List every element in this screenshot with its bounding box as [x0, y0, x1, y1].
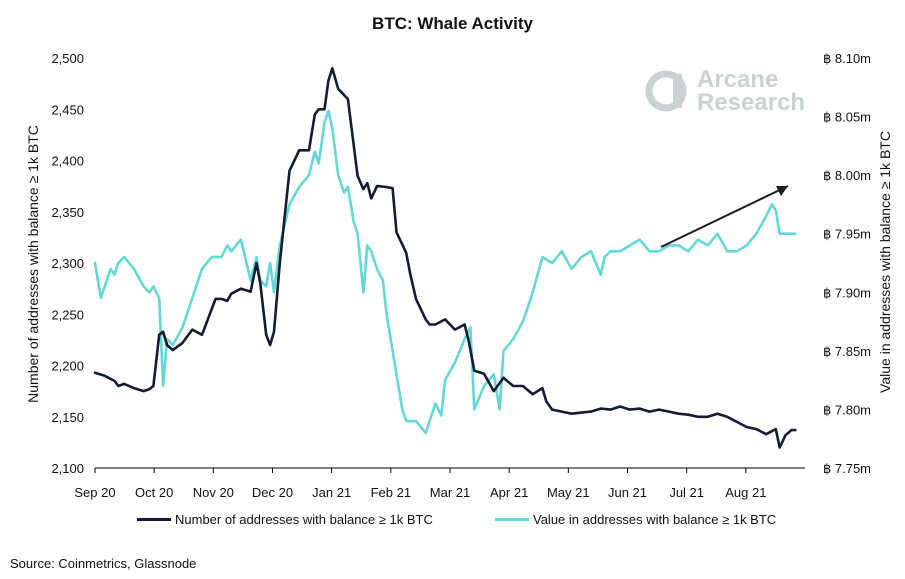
chart-title: BTC: Whale Activity	[372, 14, 533, 33]
legend-swatch-navy	[137, 518, 171, 521]
y-right-tick-label: ฿ 7.90m	[823, 285, 871, 300]
y-right-tick-label: ฿ 7.80m	[823, 402, 871, 417]
y-left-tick-label: 2,250	[51, 307, 84, 322]
y-left-tick-label: 2,200	[51, 359, 84, 374]
legend-item-value: Value in addresses with balance ≥ 1k BTC	[495, 512, 776, 527]
y-left-tick-label: 2,300	[51, 256, 84, 271]
x-tick-label: Sep 20	[74, 485, 115, 500]
y-left-tick-label: 2,350	[51, 205, 84, 220]
x-tick-label: Jul 21	[669, 485, 704, 500]
y-axis-left-label: Number of addresses with balance ≥ 1k BT…	[25, 125, 41, 403]
y-left-tick-label: 2,400	[51, 154, 84, 169]
y-right-tick-label: ฿ 8.05m	[823, 110, 871, 125]
series-layer	[93, 67, 797, 449]
y-left-tick-label: 2,500	[51, 51, 84, 66]
y-left-tick-label: 2,150	[51, 410, 84, 425]
y-right-tick-label: ฿ 7.75m	[823, 461, 871, 476]
trend-arrow-line	[660, 185, 789, 248]
arcane-logo-icon	[645, 70, 687, 112]
y-right-tick-label: ฿ 8.10m	[823, 51, 871, 66]
legend-label-value: Value in addresses with balance ≥ 1k BTC	[533, 512, 777, 527]
y-left-tick-label: 2,100	[51, 461, 84, 476]
x-tick-label: Oct 20	[135, 485, 173, 500]
x-tick-label: Feb 21	[371, 485, 411, 500]
logo-text-line1: Arcane	[697, 66, 779, 93]
x-tick-label: Apr 21	[490, 485, 528, 500]
y-right-tick-label: ฿ 8.00m	[823, 168, 871, 183]
y-right-tick-label: ฿ 7.95m	[823, 227, 871, 242]
x-tick-label: Jan 21	[312, 485, 351, 500]
x-tick-label: Aug 21	[725, 485, 766, 500]
series-line-addresses	[93, 67, 797, 449]
source-note: Source: Coinmetrics, Glassnode	[10, 556, 197, 571]
legend-item-addresses: Number of addresses with balance ≥ 1k BT…	[137, 512, 433, 527]
x-tick-label: Nov 20	[193, 485, 234, 500]
x-tick-label: Jun 21	[608, 485, 647, 500]
y-left-tick-label: 2,450	[51, 102, 84, 117]
x-tick-label: Dec 20	[252, 485, 293, 500]
series-line-value	[93, 109, 797, 435]
axes-layer: Sep 20 Oct 20 Nov 20 Dec 20 Jan 21 Feb 21 Mar …	[51, 51, 871, 500]
legend-swatch-cyan	[495, 518, 529, 521]
legend-label-addresses: Number of addresses with balance ≥ 1k BT…	[175, 512, 433, 527]
x-tick-label: May 21	[547, 485, 590, 500]
y-right-tick-label: ฿ 7.85m	[823, 344, 871, 359]
trend-arrow-head	[776, 186, 788, 196]
arcane-research-logo: Arcane Research	[645, 66, 806, 116]
logo-text-line2: Research	[697, 89, 806, 116]
y-axis-right-label: Value in addresses with balance ≥ 1k BTC	[877, 131, 893, 393]
x-tick-label: Mar 21	[430, 485, 470, 500]
